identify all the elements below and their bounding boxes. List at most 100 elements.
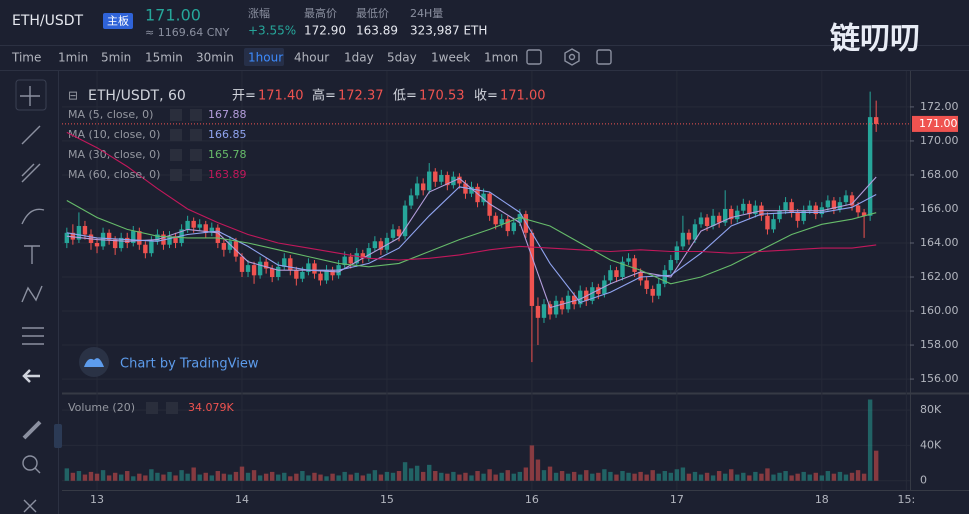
volume-settings[interactable] — [146, 402, 158, 414]
watermark-text: Chart by TradingView — [120, 357, 259, 372]
ohlc-label: 开= — [232, 89, 256, 104]
volume-bar — [433, 471, 438, 481]
interval-button[interactable]: 1hour — [248, 51, 283, 65]
pattern-tool[interactable] — [21, 285, 43, 303]
trendline-tool[interactable] — [21, 125, 41, 145]
interval-button[interactable]: Time — [11, 51, 41, 65]
chart-type-icon[interactable] — [526, 49, 542, 65]
candle-body — [801, 210, 806, 221]
volume-bar — [535, 459, 541, 481]
ruler-tool[interactable] — [22, 420, 42, 440]
interval-button[interactable]: 5min — [101, 51, 131, 65]
volume-bar — [741, 472, 746, 481]
pair: ETH/USDT — [12, 13, 84, 29]
zoom-tool[interactable] — [22, 455, 38, 471]
candle-body — [789, 202, 794, 213]
candle-body — [378, 241, 384, 250]
ma-settings[interactable] — [170, 169, 182, 181]
volume-bar — [801, 471, 806, 481]
candle-body — [372, 241, 378, 249]
interval-button[interactable]: 4hour — [294, 51, 329, 65]
candle-body — [191, 220, 196, 228]
volume-bar — [427, 464, 432, 481]
fullscreen-icon[interactable] — [596, 49, 612, 65]
remove-tool[interactable] — [23, 499, 37, 513]
fib-tool[interactable] — [21, 163, 41, 183]
volume-bar — [656, 473, 661, 481]
volume-bar — [644, 474, 649, 481]
candle-body — [131, 231, 136, 243]
candle-body — [662, 270, 667, 284]
candle-body — [239, 256, 245, 272]
candle-body — [735, 210, 740, 220]
candle-body — [656, 283, 661, 296]
candle-body — [650, 288, 655, 296]
volume-bar — [294, 473, 299, 481]
stat-label: 最低价 — [356, 7, 389, 20]
interval-button[interactable]: 5day — [387, 51, 417, 65]
volume-bar — [680, 467, 686, 481]
candle-body — [149, 241, 154, 254]
measure-tool[interactable] — [22, 327, 44, 345]
volume-bar — [789, 475, 794, 481]
ma-line — [66, 200, 877, 285]
volume-remove[interactable] — [166, 402, 178, 414]
candle-body — [64, 232, 70, 243]
candle-body — [680, 232, 686, 247]
candle-body — [861, 212, 867, 216]
volume-bar — [698, 474, 704, 481]
ma-remove[interactable] — [190, 109, 202, 121]
ma-settings[interactable] — [170, 129, 182, 141]
volume-bar — [819, 475, 825, 481]
volume-bar — [439, 472, 444, 481]
interval-button[interactable]: 15min — [145, 51, 183, 65]
candle-body — [493, 215, 498, 225]
volume-bar — [463, 472, 468, 481]
volume-bar — [813, 472, 818, 481]
watermark: Chart by TradingView — [79, 347, 259, 377]
candle-body — [445, 174, 450, 186]
interval-button[interactable]: 1min — [58, 51, 88, 65]
candle-body — [638, 271, 643, 281]
volume-bar — [843, 474, 849, 481]
x-tick-label: 17 — [670, 493, 684, 506]
candle-body — [535, 305, 541, 318]
brush-tool[interactable] — [21, 208, 45, 225]
candle-body — [753, 205, 758, 215]
volume-bar — [306, 475, 311, 481]
ma-settings[interactable] — [170, 149, 182, 161]
x-tick-label: 15: — [898, 493, 916, 506]
interval-button[interactable]: 1mon — [484, 51, 518, 65]
fib-tool — [21, 163, 35, 177]
volume-bar — [402, 462, 408, 481]
interval-button[interactable]: 30min — [196, 51, 234, 65]
candle-body — [620, 261, 625, 278]
volume-bar — [807, 474, 812, 481]
interval-button[interactable]: 1day — [344, 51, 374, 65]
volume-bar — [596, 472, 601, 481]
ma-remove[interactable] — [190, 129, 202, 141]
ma-settings[interactable] — [170, 109, 182, 121]
candle-body — [209, 227, 214, 233]
candle-body — [783, 202, 788, 211]
candle-body — [722, 208, 728, 223]
volume-bar — [137, 473, 142, 481]
candle-body — [354, 253, 359, 264]
side-tab[interactable] — [54, 424, 62, 448]
ma-legend-value: 167.88 — [208, 108, 247, 121]
hide-tools[interactable] — [22, 369, 40, 383]
ma-remove[interactable] — [190, 149, 202, 161]
y-tick-label: 160.00 — [920, 304, 959, 317]
text-tool[interactable] — [24, 245, 40, 264]
candle-body — [771, 219, 776, 230]
volume-bar — [288, 476, 293, 481]
interval-button[interactable]: 1week — [431, 51, 470, 65]
candle-body — [843, 195, 849, 203]
settings-icon[interactable] — [564, 48, 580, 66]
volume-bar — [457, 474, 462, 481]
ma-remove[interactable] — [190, 169, 202, 181]
candle-body — [729, 208, 734, 220]
collapse-icon[interactable]: ⊟ — [68, 89, 78, 103]
volume-bar — [324, 476, 329, 481]
candle-body — [614, 270, 619, 278]
